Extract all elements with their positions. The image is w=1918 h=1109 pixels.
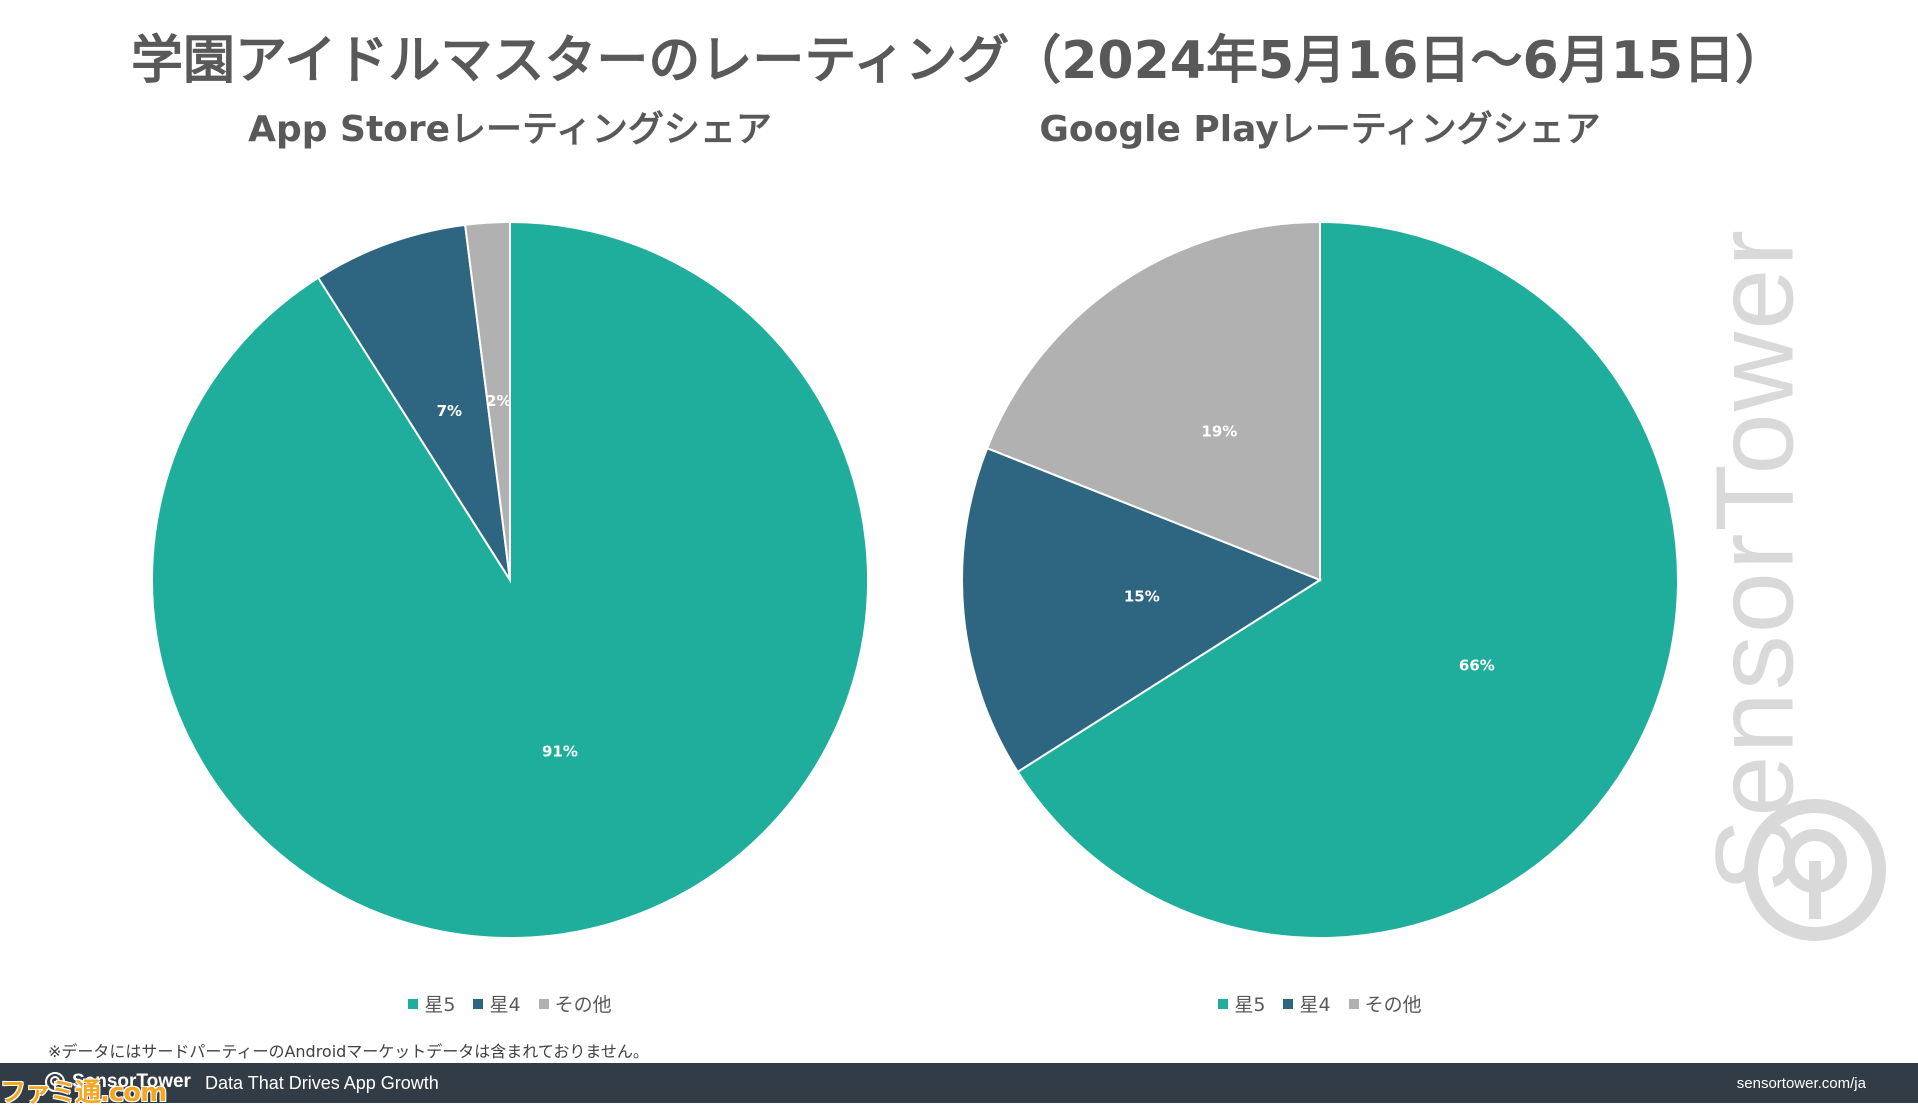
legend-label-star4: 星4 (489, 994, 521, 1016)
legend-swatch-star4 (473, 998, 484, 1009)
legend-swatch-star5 (408, 998, 419, 1009)
legend-swatch-star5 (1218, 998, 1229, 1009)
footnote: ※データにはサードパーティーのAndroidマーケットデータは含まれておりません… (48, 1042, 649, 1061)
footer-brand: SensorTower (72, 1071, 191, 1092)
pie-slice-星4 (316, 223, 511, 581)
footer-tagline: Data That Drives App Growth (205, 1073, 439, 1093)
data-label-星4: 7% (437, 402, 462, 420)
data-label-その他: 19% (1201, 422, 1237, 440)
google-play-legend: 星5 星4 その他 (1020, 990, 1620, 1017)
legend-item-other: その他 (1348, 990, 1422, 1017)
sensor-tower-logo-icon (1744, 799, 1886, 941)
pie-slice-星5 (1016, 220, 1679, 939)
legend-item-star4: 星4 (473, 990, 521, 1017)
famitsu-logo: ファミ通.com (0, 1078, 167, 1108)
legend-swatch-other (538, 998, 549, 1009)
legend-item-star5: 星5 (1218, 990, 1265, 1017)
page-title: 学園アイドルマスターのレーティング（2024年5月16日～6月15日） (130, 31, 1788, 91)
legend-item-other: その他 (538, 990, 612, 1017)
legend-item-star4: 星4 (1283, 990, 1331, 1017)
data-label-星5: 91% (542, 742, 578, 760)
footer-url: sensortower.com/ja (1736, 1075, 1866, 1092)
legend-label-other: その他 (554, 994, 612, 1016)
data-label-星4: 15% (1124, 587, 1160, 605)
google-play-chart-title: Google Playレーティングシェア (1039, 109, 1601, 150)
legend-swatch-other (1348, 998, 1359, 1009)
sensor-tower-logo-icon (45, 1072, 65, 1092)
footer-logo: SensorTower (44, 1071, 191, 1093)
pie-slice-その他 (464, 220, 511, 581)
legend-label-other: その他 (1364, 994, 1422, 1016)
legend-label-star4: 星4 (1299, 994, 1331, 1016)
google-play-pie-chart: 66% 15% 19% (961, 220, 1679, 939)
app-store-chart-title: App Storeレーティングシェア (248, 109, 772, 150)
footer-bar: SensorTower Data That Drives App Growth … (0, 1063, 1918, 1103)
pie-slice-星5 (151, 220, 869, 939)
data-label-その他: 2% (486, 392, 511, 410)
app-store-pie-chart: 91% 7% 2% (151, 220, 869, 939)
app-store-legend: 星5 星4 その他 (210, 990, 810, 1017)
legend-label-star5: 星5 (424, 994, 456, 1016)
legend-item-star5: 星5 (408, 990, 455, 1017)
legend-swatch-star4 (1283, 998, 1294, 1009)
pie-slice-その他 (985, 220, 1321, 582)
sensor-tower-watermark: SensorTower (1693, 228, 1817, 892)
data-label-星5: 66% (1459, 657, 1495, 675)
legend-label-star5: 星5 (1234, 994, 1266, 1016)
pie-slice-星4 (961, 446, 1323, 774)
